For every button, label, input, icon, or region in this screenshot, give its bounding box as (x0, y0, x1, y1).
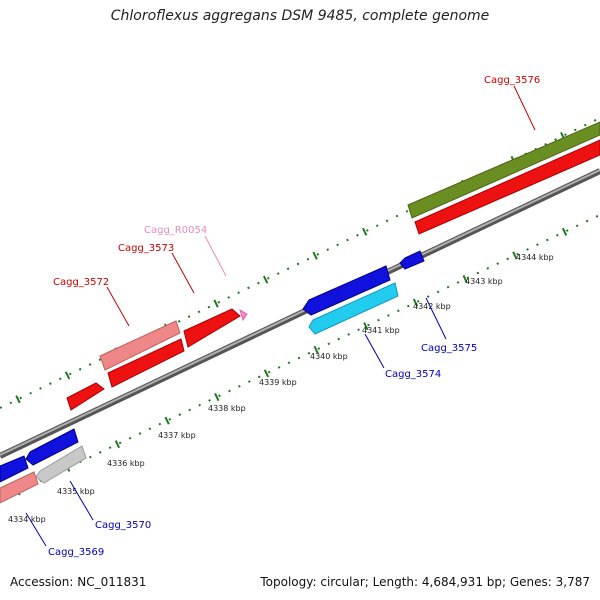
inner-tick-track (0, 214, 600, 501)
gene-cagg-3574-blue[interactable] (302, 265, 391, 316)
gene-cagg-3570[interactable] (35, 445, 87, 484)
major-tick (114, 440, 121, 449)
reverse-features (0, 250, 425, 484)
kbp-label: 4344 kbp (516, 253, 554, 262)
major-tick (412, 298, 419, 307)
major-tick (214, 392, 220, 402)
gene-blue-far-left[interactable] (0, 455, 29, 483)
gene-cagg-3573[interactable] (183, 308, 241, 348)
gene-cagg-3575[interactable] (399, 250, 425, 270)
major-tick (512, 251, 518, 260)
genome-summary-text: Topology: circular; Length: 4,684,931 bp… (260, 575, 590, 589)
major-tick (363, 322, 369, 331)
label-cagg-3569[interactable]: Cagg_3569 (48, 547, 104, 558)
label-cagg-3572[interactable]: Cagg_3572 (53, 277, 109, 288)
major-tick (462, 274, 468, 284)
label-cagg-3573[interactable]: Cagg_3573 (118, 243, 174, 254)
label-cagg-3575[interactable]: Cagg_3575 (421, 343, 477, 354)
gene-labels: Cagg_3576 Cagg_R0054 Cagg_3573 Cagg_3572… (48, 75, 540, 558)
outer-tick-track (0, 117, 600, 409)
major-tick (213, 299, 219, 308)
major-tick (164, 416, 170, 425)
kbp-label: 4337 kbp (158, 431, 196, 440)
gene-blue-left[interactable] (25, 428, 79, 466)
gene-cagg-3576[interactable] (414, 139, 600, 235)
label-cagg-3574[interactable]: Cagg_3574 (385, 369, 441, 380)
kbp-label: 4341 kbp (362, 326, 400, 335)
gene-cagg-3574[interactable] (308, 282, 399, 335)
label-leaders (25, 85, 536, 547)
kbp-label: 4336 kbp (107, 459, 145, 468)
kbp-label: 4334 kbp (8, 515, 46, 524)
kbp-label: 4340 kbp (310, 352, 348, 361)
major-tick (561, 227, 568, 236)
rna-cagg-r0054[interactable] (239, 308, 248, 322)
major-tick (15, 395, 21, 404)
gene-cagg-3572[interactable] (99, 320, 181, 371)
major-tick (362, 227, 368, 236)
major-tick (312, 251, 318, 260)
map-title: Chloroflexus aggregans DSM 9485, complet… (110, 8, 490, 24)
kbp-label: 4343 kbp (465, 277, 503, 286)
major-tick (313, 345, 319, 354)
genome-backbone-highlight (0, 169, 600, 456)
kbp-label: 4338 kbp (208, 404, 246, 413)
gene-cagg-3572-cds[interactable] (107, 338, 185, 388)
major-tick (64, 371, 71, 380)
kbp-label: 4342 kbp (413, 302, 451, 311)
label-cagg-3576[interactable]: Cagg_3576 (484, 75, 540, 86)
major-tick (262, 275, 269, 284)
label-cagg-r0054[interactable]: Cagg_R0054 (144, 225, 207, 236)
gene-red-small[interactable] (66, 382, 105, 411)
accession-text: Accession: NC_011831 (10, 575, 147, 589)
gene-pink-lower-left[interactable] (0, 471, 39, 504)
forward-features (0, 121, 600, 504)
label-cagg-3570[interactable]: Cagg_3570 (95, 520, 151, 531)
gene-cagg-3576-outer[interactable] (407, 121, 600, 219)
kbp-label: 4339 kbp (259, 378, 297, 387)
major-tick (263, 369, 270, 378)
